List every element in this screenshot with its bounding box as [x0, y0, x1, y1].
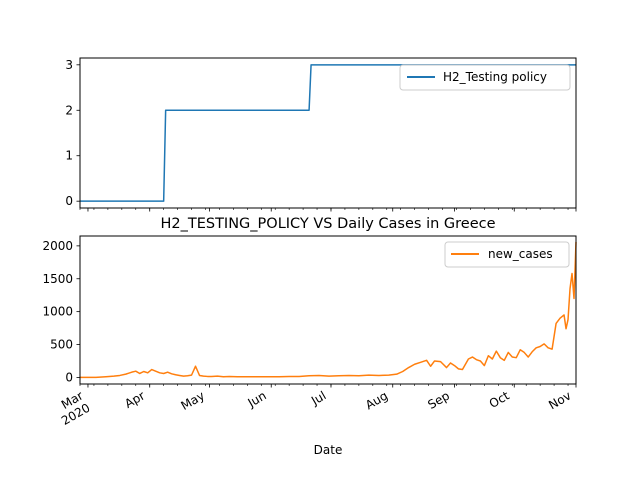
testing-policy-subplot: 0 1 2 3 H2_Testing policy — [65, 57, 577, 212]
daily-cases-y-tick-label: 1000 — [42, 305, 73, 319]
daily-cases-y-tick-label: 500 — [50, 338, 73, 352]
x-axis-label: Date — [314, 443, 343, 457]
testing-policy-legend: H2_Testing policy — [399, 64, 571, 91]
testing-policy-y-tick-label: 2 — [65, 103, 73, 117]
daily-cases-y-tick-label: 0 — [65, 370, 73, 384]
x-tick-label: Mar2020 — [52, 388, 93, 428]
daily-cases-y-tick-label: 1500 — [42, 272, 73, 286]
testing-policy-series-line — [80, 64, 576, 202]
chart-title: H2_TESTING_POLICY VS Daily Cases in Gree… — [160, 216, 495, 232]
x-tick-label: Jul — [308, 388, 328, 408]
testing-policy-y-tick-label: 1 — [65, 149, 73, 163]
daily-cases-series-line — [80, 241, 577, 379]
daily-cases-legend-box — [444, 241, 570, 268]
testing-policy-legend-box — [399, 64, 571, 91]
testing-policy-plot-frame — [79, 57, 577, 209]
daily-cases-legend: new_cases — [444, 241, 570, 268]
testing-policy-legend-label: H2_Testing policy — [443, 70, 547, 84]
testing-policy-y-tick-label: 3 — [65, 58, 73, 72]
daily-cases-legend-label: new_cases — [488, 247, 553, 261]
testing-policy-y-tick-label: 0 — [65, 194, 73, 208]
daily-cases-plot-frame — [79, 235, 577, 385]
daily-cases-y-tick-label: 2000 — [42, 239, 73, 253]
